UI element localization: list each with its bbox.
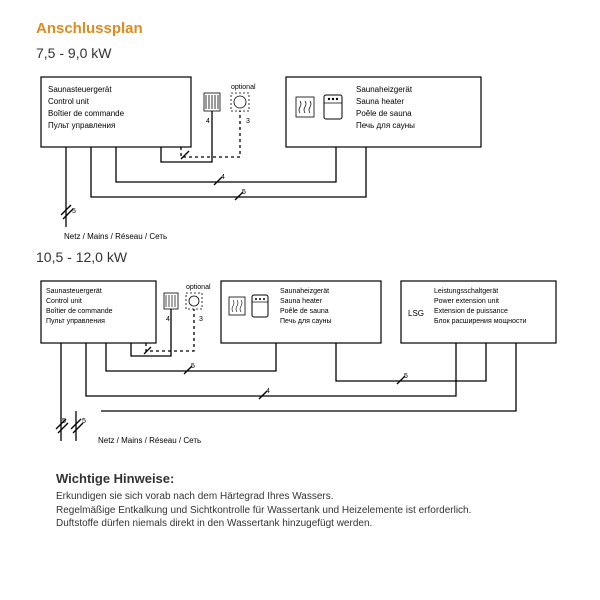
- svg-text:optional: optional: [186, 284, 211, 291]
- svg-text:Poêle de sauna: Poêle de sauna: [356, 109, 412, 118]
- svg-text:Extension de puissance: Extension de puissance: [434, 308, 508, 315]
- svg-text:Печь для сауны: Печь для сауны: [280, 318, 332, 325]
- svg-text:Sauna heater: Sauna heater: [356, 97, 404, 106]
- svg-text:5: 5: [62, 418, 66, 425]
- svg-text:Пульт управления: Пульт управления: [46, 318, 105, 325]
- svg-text:Печь для сауны: Печь для сауны: [356, 121, 415, 130]
- svg-text:LSG: LSG: [408, 309, 424, 318]
- svg-text:Пульт управления: Пульт управления: [48, 121, 115, 130]
- svg-text:3: 3: [246, 118, 250, 125]
- svg-text:3: 3: [199, 316, 203, 323]
- svg-text:5: 5: [72, 208, 76, 215]
- svg-text:Boîtier de commande: Boîtier de commande: [46, 308, 113, 315]
- hint-line: Erkundigen sie sich vorab nach dem Härte…: [56, 490, 564, 504]
- svg-text:Power extension unit: Power extension unit: [434, 298, 499, 305]
- hints-text: Erkundigen sie sich vorab nach dem Härte…: [56, 490, 564, 531]
- svg-text:4: 4: [206, 118, 210, 125]
- svg-text:Control unit: Control unit: [48, 97, 90, 106]
- svg-text:Leistungsschaltgerät: Leistungsschaltgerät: [434, 288, 498, 295]
- svg-text:Poêle de sauna: Poêle de sauna: [280, 308, 329, 315]
- section1-range: 7,5 - 9,0 kW: [36, 45, 564, 61]
- section2-range: 10,5 - 12,0 kW: [36, 249, 564, 265]
- svg-text:Sauna heater: Sauna heater: [280, 298, 323, 305]
- svg-text:5: 5: [82, 418, 86, 425]
- hint-line: Regelmäßige Entkalkung und Sichtkontroll…: [56, 504, 564, 518]
- svg-text:Netz / Mains / Réseau / Сеть: Netz / Mains / Réseau / Сеть: [98, 436, 201, 445]
- svg-text:optional: optional: [231, 84, 256, 91]
- diagram-1: Saunasteuergerät Control unit Boîtier de…: [36, 67, 564, 247]
- svg-text:Saunaheizgerät: Saunaheizgerät: [280, 288, 329, 295]
- svg-text:Netz / Mains / Réseau / Сеть: Netz / Mains / Réseau / Сеть: [64, 232, 167, 241]
- diagram-2: Saunasteuergerät Control unit Boîtier de…: [36, 271, 564, 461]
- svg-text:Saunaheizgerät: Saunaheizgerät: [356, 85, 413, 94]
- svg-text:Saunasteuergerät: Saunasteuergerät: [46, 288, 102, 295]
- hint-line: Duftstoffe dürfen niemals direkt in den …: [56, 517, 564, 531]
- svg-text:Saunasteuergerät: Saunasteuergerät: [48, 85, 112, 94]
- svg-text:Control unit: Control unit: [46, 298, 82, 305]
- hints-title: Wichtige Hinweise:: [56, 471, 564, 486]
- svg-text:Boîtier de commande: Boîtier de commande: [48, 109, 125, 118]
- page-title: Anschlussplan: [36, 20, 564, 37]
- svg-text:4: 4: [166, 316, 170, 323]
- svg-text:Блок расширения мощности: Блок расширения мощности: [434, 318, 527, 325]
